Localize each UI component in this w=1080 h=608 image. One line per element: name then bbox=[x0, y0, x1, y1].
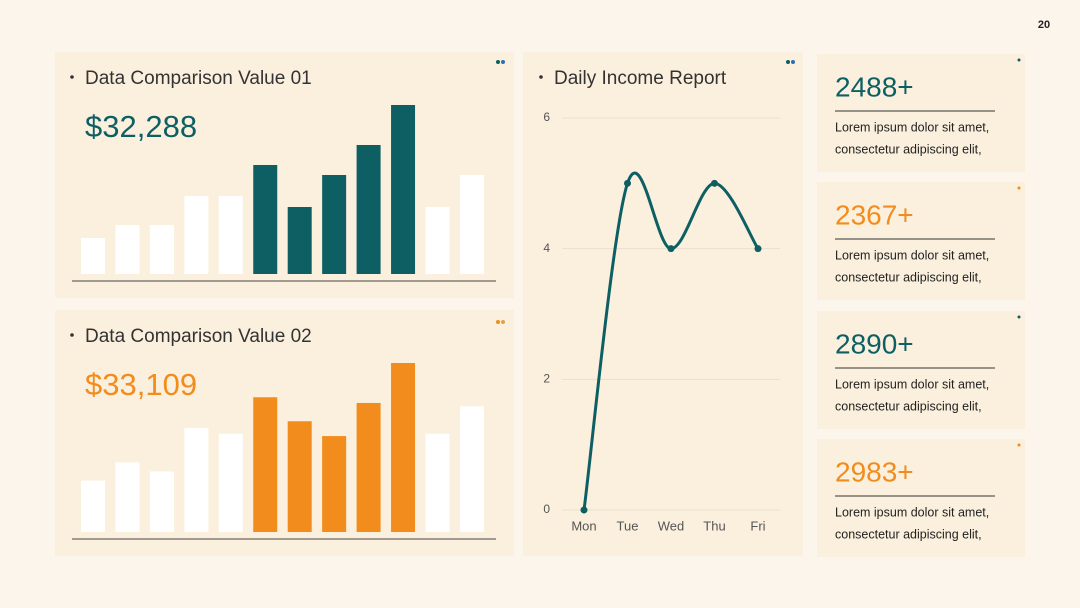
stat-text: Lorem ipsum dolor sit amet, bbox=[835, 505, 989, 519]
bar bbox=[218, 196, 243, 274]
y-tick-label: 2 bbox=[543, 372, 550, 386]
bar bbox=[459, 175, 484, 274]
stat-card bbox=[817, 439, 1025, 557]
headline-value: $33,109 bbox=[85, 367, 197, 402]
stat-text: consectetur adipiscing elit, bbox=[835, 142, 982, 156]
stat-text: Lorem ipsum dolor sit amet, bbox=[835, 377, 989, 391]
bar bbox=[287, 421, 312, 532]
bar bbox=[184, 428, 209, 532]
stat-text: consectetur adipiscing elit, bbox=[835, 270, 982, 284]
stat-card bbox=[817, 311, 1025, 429]
bar bbox=[81, 480, 105, 532]
bar bbox=[115, 462, 140, 532]
panel bbox=[523, 52, 803, 556]
bar bbox=[184, 196, 209, 274]
headline-value: $32,288 bbox=[85, 109, 197, 144]
stat-text: consectetur adipiscing elit, bbox=[835, 527, 982, 541]
line bbox=[582, 171, 760, 511]
stat-value: 2488+ bbox=[835, 71, 914, 102]
stat-value: 2890+ bbox=[835, 328, 914, 359]
bullet bbox=[539, 75, 543, 79]
chart-title: Data Comparison Value 02 bbox=[85, 326, 312, 347]
bar bbox=[218, 433, 243, 532]
chart-title: Daily Income Report bbox=[554, 68, 727, 89]
y-tick-label: 0 bbox=[543, 502, 550, 516]
x-tick-label: Mon bbox=[571, 518, 596, 533]
bar bbox=[287, 207, 312, 274]
x-tick-label: Tue bbox=[617, 518, 639, 533]
point bbox=[754, 245, 762, 253]
stat-card bbox=[817, 54, 1025, 172]
stat-value: 2983+ bbox=[835, 456, 914, 487]
bar bbox=[115, 225, 140, 274]
bar bbox=[322, 175, 347, 274]
point bbox=[580, 506, 588, 514]
bar bbox=[322, 436, 347, 532]
bar bbox=[391, 363, 416, 532]
bullet bbox=[70, 75, 74, 79]
bar bbox=[149, 225, 174, 274]
x-tick-label: Fri bbox=[750, 518, 765, 533]
y-tick-label: 4 bbox=[543, 241, 550, 255]
bar bbox=[425, 207, 450, 274]
bar bbox=[459, 406, 484, 532]
bar bbox=[253, 165, 278, 274]
point bbox=[711, 179, 718, 187]
bar bbox=[81, 238, 105, 274]
stat-card bbox=[817, 182, 1025, 300]
bar bbox=[391, 105, 416, 274]
bar bbox=[356, 402, 381, 532]
stat-text: Lorem ipsum dolor sit amet, bbox=[835, 120, 989, 134]
bar bbox=[149, 471, 174, 532]
bar bbox=[425, 433, 450, 532]
page-number: 20 bbox=[1038, 19, 1050, 31]
bar bbox=[253, 397, 278, 532]
y-tick-label: 6 bbox=[543, 110, 550, 124]
decor-dot bbox=[1017, 186, 1021, 190]
stat-value: 2367+ bbox=[835, 199, 914, 230]
x-tick-label: Thu bbox=[703, 518, 725, 533]
decor-dots bbox=[496, 60, 795, 324]
x-tick-label: Wed bbox=[658, 518, 685, 533]
point bbox=[624, 179, 631, 187]
chart-title: Data Comparison Value 01 bbox=[85, 68, 312, 89]
stat-text: consectetur adipiscing elit, bbox=[835, 399, 982, 413]
stat-text: Lorem ipsum dolor sit amet, bbox=[835, 248, 989, 262]
decor-dot bbox=[1017, 443, 1021, 447]
decor-dot bbox=[1017, 58, 1021, 62]
point bbox=[667, 245, 675, 253]
decor-dot bbox=[1017, 315, 1021, 319]
bar bbox=[356, 145, 381, 274]
bullet bbox=[70, 333, 74, 337]
